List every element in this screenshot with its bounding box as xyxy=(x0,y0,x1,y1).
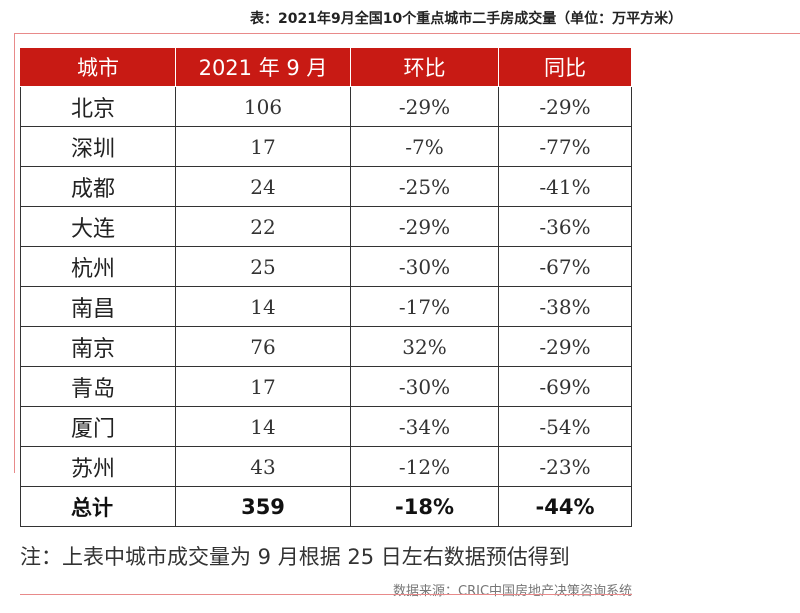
cell-mom: -29% xyxy=(350,206,499,247)
table-row: 大连 22 -29% -36% xyxy=(20,206,632,247)
table-row: 南京 76 32% -29% xyxy=(20,326,632,367)
cell-total-mom: -18% xyxy=(350,486,499,527)
cell-volume: 43 xyxy=(175,446,351,487)
cell-yoy: -29% xyxy=(498,326,632,367)
cell-city: 厦门 xyxy=(20,406,176,447)
cell-volume: 24 xyxy=(175,166,351,207)
table-row: 北京 106 -29% -29% xyxy=(20,86,632,127)
cell-city: 杭州 xyxy=(20,246,176,287)
cell-city: 苏州 xyxy=(20,446,176,487)
header-mom: 环比 xyxy=(350,47,499,87)
header-yoy: 同比 xyxy=(498,47,632,87)
cell-yoy: -54% xyxy=(498,406,632,447)
cell-city: 成都 xyxy=(20,166,176,207)
cell-city: 南昌 xyxy=(20,286,176,327)
header-row: 城市 2021 年 9 月 环比 同比 xyxy=(20,47,632,87)
cell-yoy: -41% xyxy=(498,166,632,207)
cell-yoy: -23% xyxy=(498,446,632,487)
table-row: 成都 24 -25% -41% xyxy=(20,166,632,207)
cell-city: 南京 xyxy=(20,326,176,367)
cell-mom: 32% xyxy=(350,326,499,367)
cell-mom: -17% xyxy=(350,286,499,327)
bottom-divider xyxy=(20,594,632,595)
cell-yoy: -38% xyxy=(498,286,632,327)
cell-yoy: -67% xyxy=(498,246,632,287)
table-row: 杭州 25 -30% -67% xyxy=(20,246,632,287)
cell-total-yoy: -44% xyxy=(498,486,632,527)
cell-mom: -30% xyxy=(350,246,499,287)
data-source: 数据来源：CRIC中国房地产决策咨询系统 xyxy=(393,584,633,599)
table-row: 深圳 17 -7% -77% xyxy=(20,126,632,167)
cell-mom: -34% xyxy=(350,406,499,447)
cell-total-label: 总计 xyxy=(20,486,176,527)
table-row: 南昌 14 -17% -38% xyxy=(20,286,632,327)
cell-yoy: -29% xyxy=(498,86,632,127)
cell-volume: 25 xyxy=(175,246,351,287)
cell-mom: -7% xyxy=(350,126,499,167)
cell-mom: -29% xyxy=(350,86,499,127)
cell-city: 深圳 xyxy=(20,126,176,167)
cell-mom: -12% xyxy=(350,446,499,487)
cell-mom: -25% xyxy=(350,166,499,207)
cell-mom: -30% xyxy=(350,366,499,407)
cell-volume: 17 xyxy=(175,366,351,407)
cell-volume: 14 xyxy=(175,406,351,447)
cell-volume: 76 xyxy=(175,326,351,367)
header-sep-2021: 2021 年 9 月 xyxy=(175,47,351,87)
table-row: 青岛 17 -30% -69% xyxy=(20,366,632,407)
frame-top-line xyxy=(14,33,800,34)
cell-volume: 14 xyxy=(175,286,351,327)
cell-yoy: -77% xyxy=(498,126,632,167)
frame-left-line xyxy=(14,33,15,473)
footnote: 注：上表中城市成交量为 9 月根据 25 日左右数据预估得到 xyxy=(20,545,570,569)
cell-volume: 106 xyxy=(175,86,351,127)
cell-city: 北京 xyxy=(20,86,176,127)
cell-yoy: -36% xyxy=(498,206,632,247)
cell-yoy: -69% xyxy=(498,366,632,407)
header-city: 城市 xyxy=(20,47,176,87)
cell-volume: 17 xyxy=(175,126,351,167)
table-row: 厦门 14 -34% -54% xyxy=(20,406,632,447)
cell-total-volume: 359 xyxy=(175,486,351,527)
table-title: 表：2021年9月全国10个重点城市二手房成交量（单位：万平方米） xyxy=(250,11,683,27)
city-sales-table: 城市 2021 年 9 月 环比 同比 北京 106 -29% -29% 深圳 … xyxy=(20,47,632,527)
cell-volume: 22 xyxy=(175,206,351,247)
cell-city: 青岛 xyxy=(20,366,176,407)
total-row: 总计 359 -18% -44% xyxy=(20,486,632,527)
table-row: 苏州 43 -12% -23% xyxy=(20,446,632,487)
cell-city: 大连 xyxy=(20,206,176,247)
